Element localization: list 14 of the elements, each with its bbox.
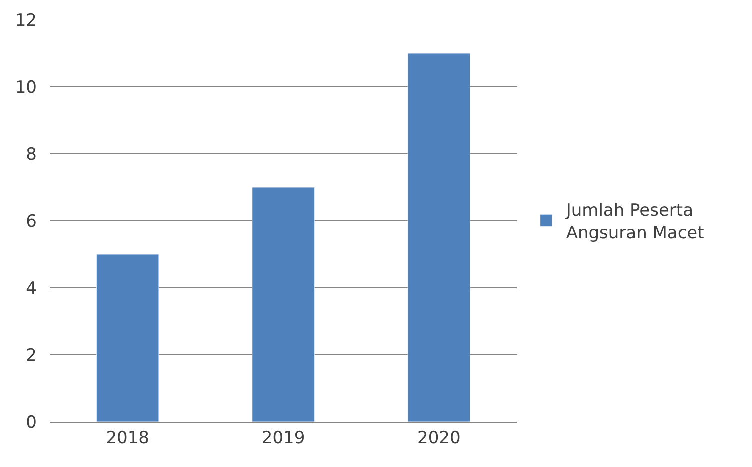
y-tick-label: 10	[15, 78, 37, 98]
y-tick-label: 2	[26, 346, 37, 366]
x-tick-label: 2019	[262, 428, 306, 448]
y-tick-label: 0	[26, 412, 37, 433]
y-tick-label: 4	[26, 278, 37, 299]
y-tick-label: 6	[26, 212, 37, 232]
bar	[96, 254, 160, 422]
x-tick-label: 2018	[106, 428, 150, 448]
legend-label: Jumlah Peserta Angsuran Macet	[565, 201, 705, 244]
y-tick-label: 12	[15, 10, 37, 31]
x-tick-label: 2020	[418, 428, 461, 448]
y-tick-label: 8	[26, 144, 37, 165]
bar	[408, 53, 471, 422]
bar	[252, 187, 315, 422]
